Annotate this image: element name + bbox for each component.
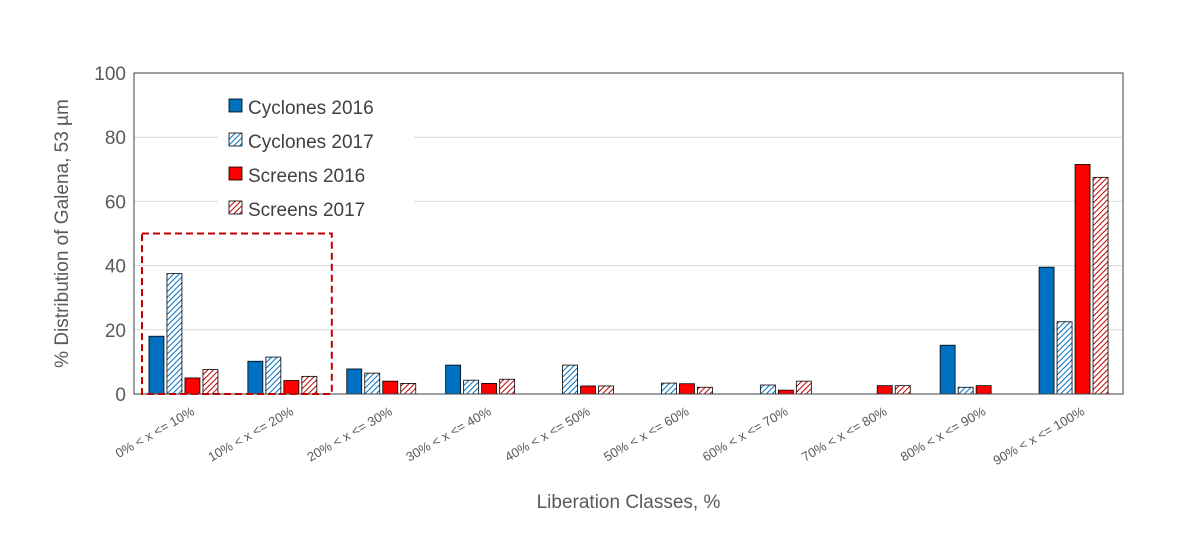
bar — [148, 335, 165, 395]
bar — [1038, 266, 1055, 395]
x-tick-label: 60% < x <= 70% — [700, 403, 791, 464]
bars — [148, 164, 1109, 395]
x-tick-label: 30% < x <= 40% — [403, 403, 494, 464]
x-tick-label: 0% < x <= 10% — [113, 403, 198, 460]
y-tick-label: 100 — [94, 64, 126, 85]
y-axis-title: % Distribution of Galena, 53 µm — [52, 99, 73, 368]
x-axis-title: Liberation Classes, % — [537, 492, 721, 513]
bar — [759, 384, 776, 395]
bar — [1092, 176, 1109, 395]
bar — [283, 380, 300, 395]
x-tick-label: 80% < x <= 90% — [898, 403, 989, 464]
bar — [1074, 164, 1091, 395]
highlight-rect — [141, 232, 333, 395]
legend-label: Cyclones 2016 — [248, 98, 374, 119]
legend-label: Cyclones 2017 — [248, 132, 374, 153]
y-tick-label: 0 — [115, 385, 126, 406]
bar — [247, 360, 264, 395]
bar — [598, 385, 614, 395]
plot-frame — [133, 72, 1124, 395]
y-tick-label: 80 — [105, 128, 126, 149]
bar — [679, 383, 695, 395]
bar — [265, 356, 282, 395]
bar — [481, 383, 498, 395]
bar — [400, 383, 417, 395]
legend-swatch — [228, 166, 243, 181]
legend-swatch — [228, 132, 243, 147]
bar — [445, 364, 462, 395]
x-tick-label: 40% < x <= 50% — [502, 403, 593, 464]
bar — [166, 273, 183, 395]
bar — [463, 379, 480, 395]
bar — [382, 380, 399, 395]
x-tick-label: 70% < x <= 80% — [799, 403, 890, 464]
bar — [876, 385, 893, 395]
bar — [202, 369, 219, 395]
legend-swatch — [228, 98, 243, 113]
bar — [894, 385, 911, 395]
x-axis-ticks: 0% < x <= 10% 10% < x <= 20% 20% < x <= 30… — [113, 403, 1088, 468]
bar — [301, 375, 318, 395]
bar — [697, 386, 713, 395]
bar — [184, 377, 201, 395]
bar — [661, 382, 677, 395]
bar — [346, 368, 363, 395]
x-tick-label: 10% < x <= 20% — [205, 403, 296, 464]
legend-label: Screens 2017 — [248, 200, 365, 221]
highlight-box — [141, 232, 333, 395]
legend: Cyclones 2016 Cyclones 2017 Screens 2016 Sc… — [218, 90, 414, 226]
bar — [1056, 321, 1073, 395]
legend-background — [218, 90, 414, 226]
x-tick-label: 20% < x <= 30% — [304, 403, 395, 464]
x-tick-label: 90% < x <= 100% — [990, 403, 1087, 468]
bar — [364, 372, 381, 395]
bar — [777, 389, 794, 395]
x-tick-label: 50% < x <= 60% — [601, 403, 692, 464]
legend-label: Screens 2016 — [248, 166, 365, 187]
bar — [957, 386, 974, 395]
bar — [562, 364, 578, 395]
bar — [499, 378, 516, 395]
bar — [939, 344, 956, 395]
legend-swatch — [228, 200, 243, 215]
bar — [975, 385, 992, 395]
y-axis-ticks: 0 20 40 60 80 100 — [94, 64, 126, 406]
bar — [580, 385, 596, 395]
y-tick-label: 60 — [105, 192, 126, 213]
y-tick-label: 20 — [105, 321, 126, 342]
bar — [795, 380, 812, 395]
y-tick-label: 40 — [105, 257, 126, 278]
